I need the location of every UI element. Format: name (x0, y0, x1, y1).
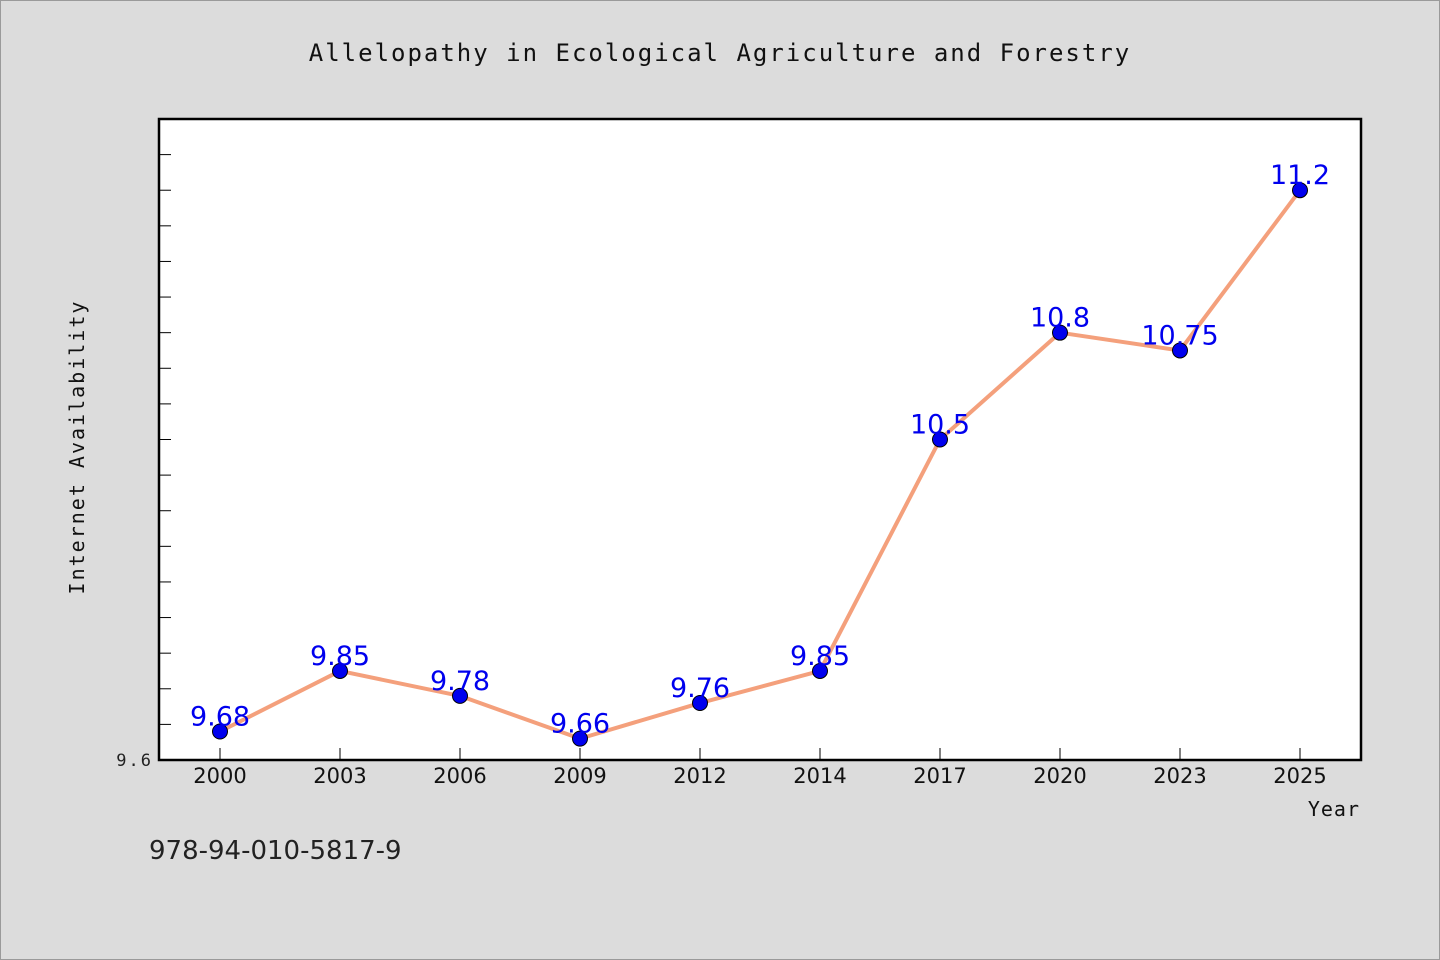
data-point (1292, 182, 1308, 199)
data-label: 10.8 (1030, 303, 1090, 334)
data-point (452, 687, 468, 704)
data-label: 9.68 (190, 702, 250, 733)
isbn-text: 978-94-010-5817-9 (149, 836, 402, 866)
y-tick-label: 9.6 (116, 751, 153, 771)
x-tick-label: 2006 (433, 764, 486, 788)
data-label: 9.78 (430, 666, 490, 697)
chart-title: Allelopathy in Ecological Agriculture an… (309, 39, 1131, 67)
data-label: 9.76 (670, 673, 730, 704)
data-label: 11.2 (1270, 160, 1330, 191)
x-tick-label: 2014 (793, 764, 846, 788)
data-label: 9.66 (550, 709, 610, 740)
data-label: 9.85 (790, 641, 850, 672)
y-axis-label: Internet Availability (65, 300, 89, 595)
x-tick-label: 2023 (1153, 764, 1206, 788)
data-point (812, 662, 828, 679)
data-point (692, 695, 708, 712)
x-tick-label: 2012 (673, 764, 726, 788)
x-axis-ticks: 2000 2003 2006 2009 2012 2014 2017 2020 2023 2025 (193, 748, 1327, 788)
x-axis-label: Year (1308, 797, 1360, 821)
data-point (932, 431, 948, 448)
series-line (218, 188, 1302, 741)
x-tick-label: 2000 (193, 764, 246, 788)
data-label: 9.85 (310, 641, 370, 672)
x-tick-label: 2009 (553, 764, 606, 788)
y-axis-ticks: 9.6 (116, 154, 171, 771)
x-tick-label: 2025 (1273, 764, 1326, 788)
plot-area (157, 117, 1363, 762)
data-point (1052, 324, 1068, 341)
x-tick-label: 2017 (913, 764, 966, 788)
x-tick-label: 2003 (313, 764, 366, 788)
x-tick-label: 2020 (1033, 764, 1086, 788)
data-label: 10.75 (1141, 320, 1218, 351)
series-layer: 9.68 9.85 9.78 9.66 9.76 9.85 10.5 10.8 10.75 11.… (190, 160, 1330, 747)
data-point (572, 730, 588, 747)
data-label: 10.5 (910, 410, 970, 441)
data-point (212, 723, 228, 740)
data-point (332, 662, 348, 679)
data-point (1172, 342, 1188, 359)
